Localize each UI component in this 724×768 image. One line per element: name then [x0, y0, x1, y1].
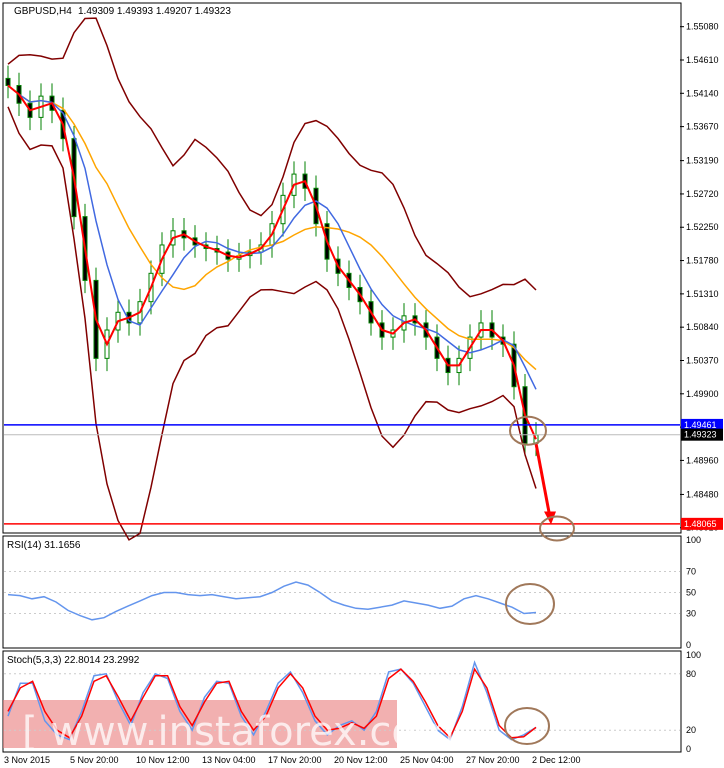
- time-axis-label: 25 Nov 04:00: [400, 755, 454, 765]
- time-axis-label: 20 Nov 12:00: [334, 755, 388, 765]
- rsi-line: [7, 581, 537, 621]
- price-scale-label: 1.54610: [686, 55, 719, 65]
- highlight-circle-price: [509, 415, 547, 446]
- watermark: [ www.instaforex.com ]: [22, 709, 483, 755]
- price-scale-label: 1.55080: [686, 22, 719, 32]
- ma-slow: [7, 84, 537, 371]
- highlight-circle-target: [539, 515, 575, 542]
- stoch-label: Stoch(5,3,3) 22.8014 23.2992: [7, 655, 140, 666]
- price-scale-label: 1.50840: [686, 322, 719, 332]
- target-price-tag: [681, 517, 723, 530]
- current-price-tag: [681, 428, 723, 441]
- stoch-signal-line: [7, 667, 537, 739]
- oscillator-scale-label: 100: [686, 535, 701, 545]
- oscillator-scale-label: 20: [686, 725, 696, 735]
- main-panel: [2, 2, 682, 534]
- time-axis-label: 10 Nov 12:00: [136, 755, 190, 765]
- time-axis-label: 27 Nov 20:00: [466, 755, 520, 765]
- price-scale-label: 1.54140: [686, 88, 719, 98]
- price-scale-label: 1.48480: [686, 489, 719, 499]
- candle-body: [5, 77, 11, 87]
- current-price-label: 1.49323: [684, 430, 717, 440]
- ma-fast: [7, 84, 537, 440]
- time-axis-label: 5 Nov 20:00: [70, 755, 119, 765]
- highlight-circle-stoch: [504, 707, 550, 745]
- time-axis-label: 3 Nov 2015: [4, 755, 50, 765]
- projection-arrow: [534, 443, 552, 518]
- price-scale-label: 1.50370: [686, 355, 719, 365]
- rsi-label: RSI(14) 31.1656: [7, 540, 81, 551]
- bollinger-lower: [7, 106, 537, 541]
- chart-header-ohlc: 1.49309 1.49393 1.49207 1.49323: [78, 6, 231, 17]
- oscillator-scale-label: 0: [686, 640, 691, 650]
- support-price-tag: [681, 418, 723, 431]
- oscillator-scale-label: 70: [686, 567, 696, 577]
- ma-mid: [7, 84, 537, 390]
- oscillator-scale-label: 30: [686, 609, 696, 619]
- highlight-circle-rsi: [505, 583, 555, 625]
- bollinger-upper: [7, 17, 537, 298]
- time-axis-label: 2 Dec 12:00: [532, 755, 581, 765]
- price-scale-label: 1.52250: [686, 222, 719, 232]
- oscillator-scale-label: 80: [686, 669, 696, 679]
- price-scale-label: 1.51310: [686, 289, 719, 299]
- stoch-main-line: [7, 660, 537, 741]
- target-price-label: 1.48065: [684, 519, 717, 529]
- oscillator-scale-label: 100: [686, 650, 701, 660]
- oscillator-scale-label: 0: [686, 744, 691, 754]
- chart-header-symbol: GBPUSD,H4: [14, 6, 72, 17]
- oscillator-scale-label: 50: [686, 588, 696, 598]
- time-axis-label: 13 Nov 04:00: [202, 755, 256, 765]
- price-scale-label: 1.48960: [686, 455, 719, 465]
- price-scale-label: 1.53190: [686, 156, 719, 166]
- time-axis-label: 17 Nov 20:00: [268, 755, 322, 765]
- support-price-label: 1.49461: [684, 420, 717, 430]
- price-scale-label: 1.53670: [686, 122, 719, 132]
- price-scale-label: 1.52720: [686, 189, 719, 199]
- price-scale-label: 1.51780: [686, 256, 719, 266]
- price-scale-label: 1.49900: [686, 389, 719, 399]
